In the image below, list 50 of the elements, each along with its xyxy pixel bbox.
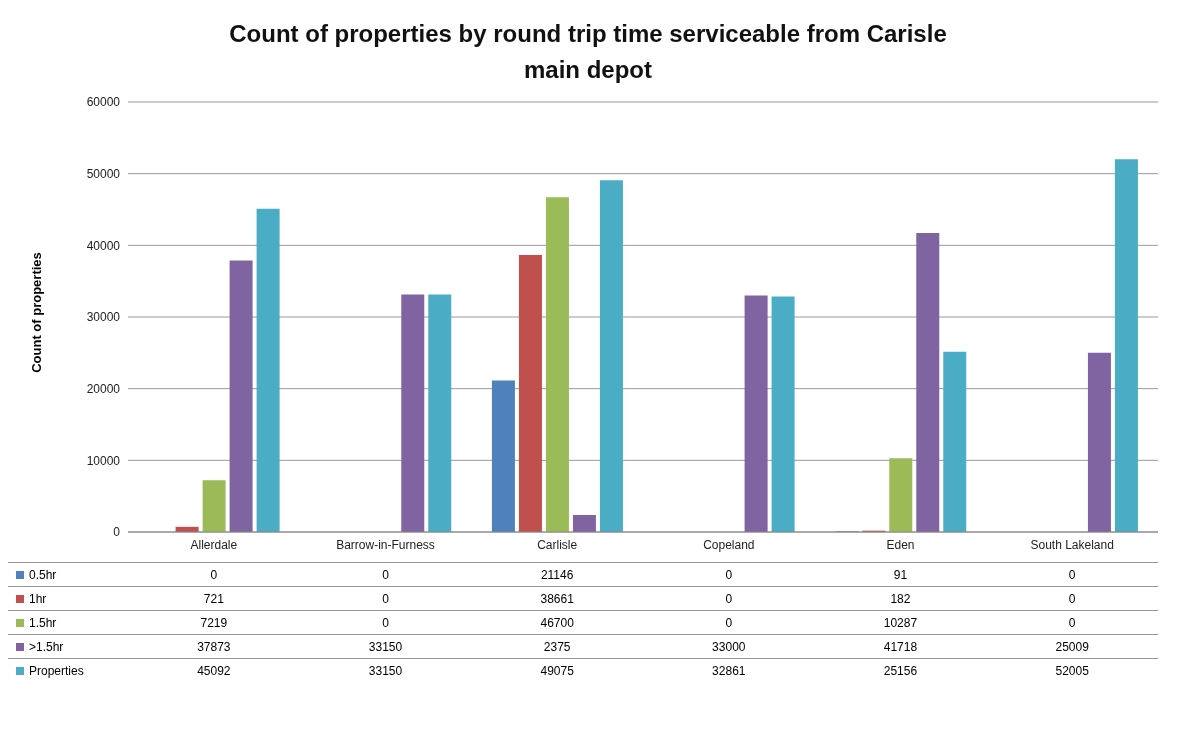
legend-label: 0.5hr — [29, 567, 57, 582]
data-label: 0 — [381, 614, 390, 632]
y-axis-title: Count of properties — [28, 251, 44, 373]
data-label: 38661 — [539, 590, 575, 608]
y-tick-label: 0 — [113, 525, 121, 540]
data-label: 25009 — [1054, 638, 1090, 656]
chart-title: Count of properties by round trip time serviceable from Carisle main depot — [228, 19, 948, 85]
data-label: 37873 — [196, 638, 232, 656]
data-label: 0 — [1067, 566, 1077, 584]
legend-label: 1hr — [29, 591, 47, 606]
y-tick-label: 20000 — [86, 381, 121, 396]
data-label: 91 — [892, 566, 909, 584]
x-tick-label: Copeland — [703, 537, 755, 552]
x-tick-label: Barrow-in-Furness — [336, 537, 435, 552]
data-label: 49075 — [539, 662, 575, 680]
data-label: 33150 — [367, 638, 404, 656]
data-label: 46700 — [539, 614, 575, 632]
data-label: 2375 — [542, 638, 572, 656]
x-tick-label: Carlisle — [537, 537, 578, 552]
data-label: 52005 — [1054, 662, 1090, 680]
legend-label: 1.5hr — [29, 615, 57, 630]
data-label: 0 — [381, 566, 390, 584]
data-label: 0 — [724, 590, 734, 608]
data-label: 182 — [889, 590, 912, 608]
data-label: 0 — [381, 590, 390, 608]
legend-label: >1.5hr — [29, 639, 64, 654]
x-tick-label: Eden — [886, 537, 915, 552]
data-label: 41718 — [882, 638, 919, 656]
data-label: 0 — [1067, 614, 1077, 632]
x-tick-label: Allerdale — [190, 537, 238, 552]
data-label: 7219 — [199, 614, 229, 632]
data-label: 25156 — [882, 662, 919, 680]
data-label: 45092 — [196, 662, 232, 680]
data-label: 33000 — [711, 638, 747, 656]
data-label: 721 — [202, 590, 225, 608]
y-tick-label: 30000 — [86, 310, 121, 325]
y-tick-label: 10000 — [86, 453, 121, 468]
legend-label: Properties — [29, 663, 84, 678]
data-label: 0 — [1067, 590, 1077, 608]
data-label: 0 — [209, 566, 219, 584]
y-tick-label: 60000 — [86, 95, 121, 110]
y-tick-label: 50000 — [86, 166, 121, 181]
y-tick-label: 40000 — [86, 238, 121, 253]
data-label: 0 — [724, 614, 734, 632]
data-label: 32861 — [711, 662, 747, 680]
data-label: 10287 — [882, 614, 919, 632]
data-label: 21146 — [539, 566, 575, 584]
data-label: 33150 — [367, 662, 404, 680]
x-tick-label: South Lakeland — [1030, 537, 1114, 552]
data-label: 0 — [724, 566, 734, 584]
